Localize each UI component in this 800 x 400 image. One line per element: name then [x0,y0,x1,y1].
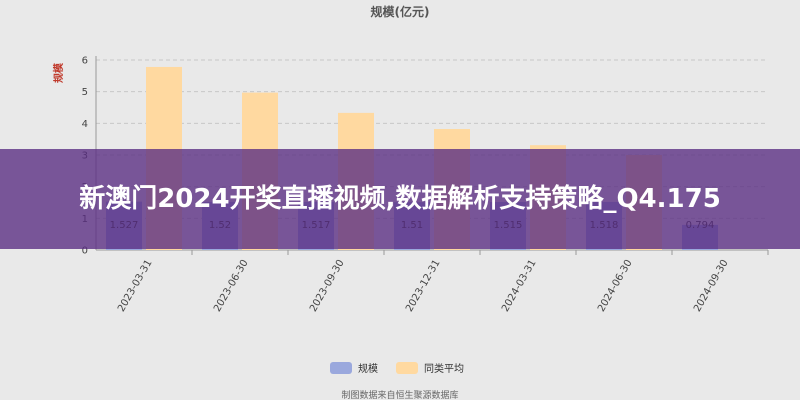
chart-title: 规模(亿元) [371,4,430,19]
y-axis-label: 规模 [52,62,65,83]
legend-label: 同类平均 [424,362,464,375]
y-tick-label: 4 [82,119,88,130]
x-axis-ticks: 2023-03-31 2023-06-30 2023-09-30 2023-12-31… [116,250,769,314]
x-tick-label: 2024-09-30 [692,258,731,314]
legend: 规模 同类平均 [330,362,464,375]
overlay-banner: 新澳门2024开奖直播视频,数据解析支持策略_Q4.175 [0,149,800,249]
x-tick-label: 2023-03-31 [116,258,155,314]
footer-note: 制图数据来自恒生聚源数据库 [341,389,458,400]
x-tick-label: 2023-09-30 [308,258,347,314]
y-tick-label: 6 [82,56,88,67]
x-tick-label: 2024-06-30 [596,258,635,314]
y-tick-label: 5 [82,87,88,98]
legend-swatch [396,362,418,374]
legend-label: 规模 [358,362,378,375]
x-tick-label: 2023-06-30 [212,258,251,314]
x-tick-label: 2023-12-31 [404,258,443,314]
x-tick-label: 2024-03-31 [500,258,539,314]
legend-swatch [330,362,352,374]
banner-title: 新澳门2024开奖直播视频,数据解析支持策略_Q4.175 [79,184,721,214]
y-tick-label: 0 [82,246,88,257]
